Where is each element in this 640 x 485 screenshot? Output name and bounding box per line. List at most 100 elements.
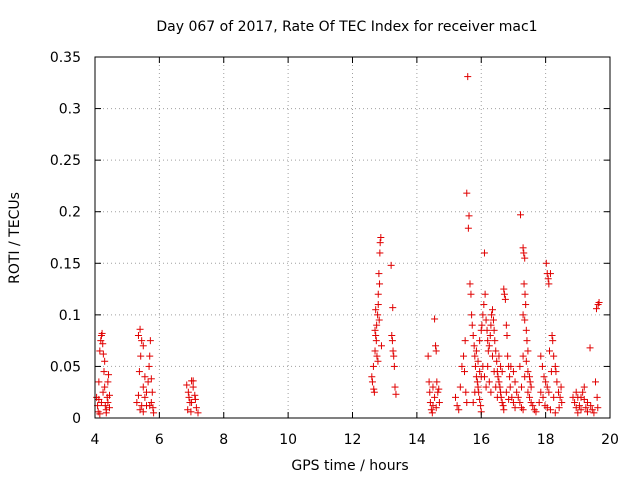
data-point (471, 388, 479, 396)
data-point (376, 280, 384, 288)
data-point (574, 393, 582, 401)
data-point (484, 347, 492, 355)
data-point (524, 368, 532, 376)
data-point (432, 342, 440, 350)
data-point (472, 347, 480, 355)
plot-frame (94, 56, 611, 419)
data-point (144, 378, 152, 386)
data-point (427, 406, 435, 414)
x-tick-label: 4 (91, 432, 100, 448)
data-point (588, 406, 596, 414)
data-point (368, 378, 376, 386)
data-point (575, 402, 583, 410)
data-point (535, 399, 543, 407)
data-point (592, 378, 600, 386)
data-point (537, 388, 545, 396)
data-point (594, 404, 602, 412)
data-point (553, 378, 561, 386)
data-point (191, 395, 199, 403)
data-point (488, 311, 496, 319)
x-tick-label: 12 (344, 432, 362, 448)
data-point (583, 399, 591, 407)
data-point (500, 285, 508, 293)
data-point (372, 306, 380, 314)
data-point (145, 362, 153, 370)
y-tick-label: 0.1 (59, 308, 81, 324)
data-point (370, 385, 378, 393)
data-point (146, 402, 154, 410)
data-point (99, 350, 107, 358)
data-point (545, 388, 553, 396)
data-point (425, 378, 433, 386)
data-point (185, 393, 193, 401)
data-point (424, 352, 432, 360)
data-point (580, 383, 588, 391)
data-point (389, 304, 397, 312)
data-point (102, 409, 110, 417)
data-point (590, 409, 598, 417)
data-point (493, 357, 501, 365)
data-point (101, 383, 109, 391)
axes: 4 6 8 10 12 14 16 18 20 0 0.05 0.1 0.15 0.2 0.25 0.3 0.3… (50, 50, 619, 448)
data-point (549, 337, 557, 345)
data-point (150, 409, 158, 417)
grid (95, 57, 610, 418)
data-point (555, 404, 563, 412)
data-point (476, 368, 484, 376)
data-point (458, 362, 466, 370)
data-point (105, 371, 113, 379)
data-point (138, 337, 146, 345)
chart-title: Day 067 of 2017, Rate Of TEC Index for r… (156, 19, 537, 35)
data-point (485, 342, 493, 350)
data-point (143, 388, 150, 396)
data-point (146, 352, 154, 360)
data-point (375, 316, 383, 324)
data-point (485, 378, 493, 386)
data-point (540, 373, 548, 381)
data-point (545, 347, 553, 355)
data-point (486, 331, 494, 339)
data-point (371, 347, 379, 355)
data-point (136, 406, 144, 414)
data-point (489, 316, 497, 324)
data-point (516, 399, 524, 407)
data-point (582, 404, 590, 412)
data-point (519, 352, 527, 360)
data-point (497, 362, 505, 370)
data-point (517, 383, 525, 391)
data-point (467, 290, 475, 298)
data-point (139, 342, 147, 350)
data-point (469, 399, 477, 407)
data-point (460, 352, 468, 360)
data-point (498, 368, 506, 376)
data-point (542, 259, 550, 267)
data-point (502, 388, 510, 396)
y-tick-label: 0 (72, 411, 81, 427)
data-point (529, 402, 537, 410)
data-point (468, 311, 476, 319)
data-point (577, 406, 585, 414)
data-point (482, 383, 490, 391)
data-point (492, 347, 500, 355)
data-point (501, 295, 509, 303)
data-point (135, 368, 143, 376)
data-point (506, 383, 514, 391)
data-point (481, 290, 489, 298)
data-point (469, 331, 477, 339)
data-point (493, 393, 501, 401)
data-point (377, 342, 385, 350)
data-point (555, 388, 562, 396)
y-tick-label: 0.05 (50, 359, 81, 375)
data-point (519, 311, 527, 319)
data-point (477, 373, 485, 381)
data-point (104, 399, 112, 407)
data-point (511, 378, 519, 386)
data-point (461, 337, 469, 345)
data-point (183, 381, 191, 389)
data-point (373, 352, 381, 360)
data-point (147, 375, 155, 383)
data-point (538, 362, 546, 370)
data-point (521, 254, 529, 262)
